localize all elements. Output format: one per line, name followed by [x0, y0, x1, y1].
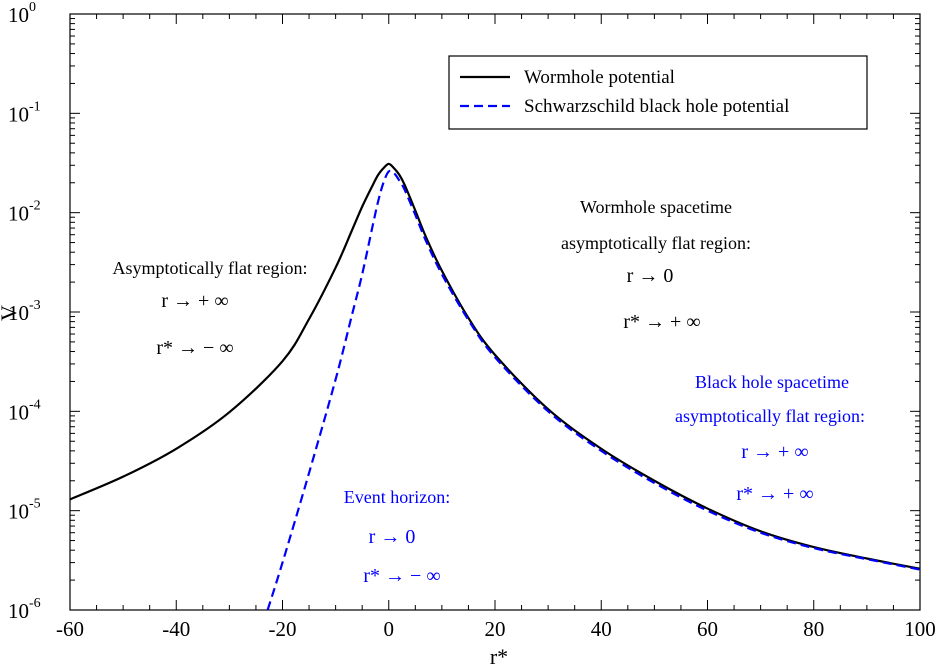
x-axis-label: r* [490, 644, 508, 669]
x-tick-label: 20 [485, 617, 506, 641]
series-line-schwarzschild [266, 169, 921, 611]
legend-box [448, 55, 868, 130]
x-tick-label: 80 [803, 617, 824, 641]
x-tick-label: 60 [697, 617, 718, 641]
y-tick-label: 10-6 [8, 596, 41, 623]
series-layer [69, 162, 921, 611]
annotation-eh-r: r → 0 [369, 526, 416, 548]
annotation-left-rstar: r* → − ∞ [156, 337, 233, 359]
series-line-wormhole [69, 162, 921, 570]
x-tick-label: 0 [384, 617, 395, 641]
x-tick-label: -20 [269, 617, 297, 641]
y-axis-label: V [0, 305, 21, 321]
annotation-bh-title2: asymptotically flat region: [675, 406, 865, 426]
y-tick-label: 10-1 [8, 99, 41, 126]
legend-label: Schwarzschild black hole potential [524, 96, 789, 117]
y-tick-label: 100 [8, 0, 36, 27]
annotation-eh-rstar: r* → − ∞ [363, 565, 440, 587]
annotation-wh-title1: Wormhole spacetime [580, 197, 732, 217]
annotation-bh-r: r → + ∞ [741, 441, 808, 463]
annotation-left-r: r → + ∞ [161, 290, 228, 312]
annotation-wh-rstar: r* → + ∞ [623, 311, 700, 333]
annotations: Asymptotically flat region: r → + ∞ r* → −… [113, 197, 865, 587]
x-tick-label: 100 [904, 617, 936, 641]
annotation-left-title: Asymptotically flat region: [113, 258, 308, 278]
x-tick-label: -40 [162, 617, 190, 641]
y-tick-label: 10-3 [8, 298, 41, 325]
axis-ticks: -60 -40 -20 0 20 40 60 80 100 10-6 10-5 10-4 10-3 10-… [8, 0, 936, 641]
y-tick-label: 10-4 [8, 397, 41, 424]
annotation-wh-r: r → 0 [627, 265, 674, 287]
y-tick-label: 10-2 [8, 199, 41, 226]
annotation-bh-title1: Black hole spacetime [695, 372, 849, 392]
legend: Wormhole potential Schwarzschild black ho… [448, 55, 868, 130]
annotation-eh-title: Event horizon: [344, 487, 450, 507]
y-tick-label: 10-5 [8, 497, 41, 524]
x-tick-label: -60 [56, 617, 84, 641]
x-tick-label: 40 [591, 617, 612, 641]
annotation-bh-rstar: r* → + ∞ [736, 483, 813, 505]
axis-labels: r* V [0, 305, 508, 669]
legend-label: Wormhole potential [524, 67, 675, 88]
annotation-wh-title2: asymptotically flat region: [561, 233, 751, 253]
